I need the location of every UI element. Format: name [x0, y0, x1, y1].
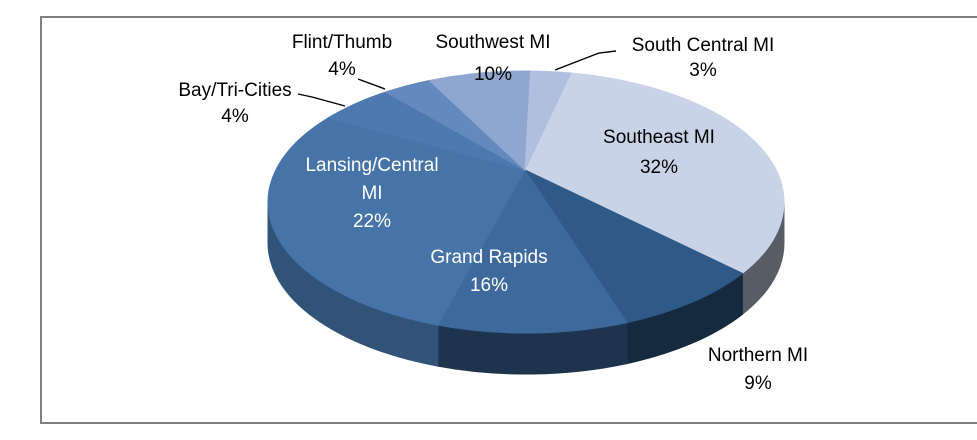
pie-label-line-southeast-mi-1: 32%	[640, 157, 678, 178]
pie-label-line-southeast-mi-0: Southeast MI	[603, 127, 715, 148]
pie-label-grand-rapids: Grand Rapids 16%	[430, 247, 547, 296]
pie-label-south-central-mi: South Central MI 3%	[632, 35, 775, 81]
pie-label-line-flint-thumb-0: Flint/Thumb	[292, 32, 392, 53]
leader-line-south-central-mi	[554, 50, 617, 71]
pie-label-bay-tri-cities: Bay/Tri-Cities 4%	[178, 80, 291, 127]
label-leader-lines	[297, 50, 617, 107]
pie-label-line-lansing-central-mi-2: 22%	[353, 211, 391, 232]
pie-label-line-lansing-central-mi-0: Lansing/Central	[305, 155, 438, 176]
pie-label-line-northern-mi-1: 9%	[744, 373, 772, 394]
pie-label-lansing-central-mi: Lansing/Central MI 22%	[305, 155, 438, 232]
pie-label-northern-mi: Northern MI 9%	[708, 345, 808, 394]
pie-label-line-southwest-mi-0: Southwest MI	[435, 32, 550, 53]
pie-3d-side-walls	[267, 201, 785, 375]
pie-slice-lansing-central-mi	[267, 117, 526, 326]
pie-label-line-grand-rapids-1: 16%	[470, 275, 508, 296]
pie-chart-figure: Southeast MI 32% Northern MI 9% Grand Rapids…	[40, 16, 977, 424]
slice-labels: Southeast MI 32% Northern MI 9% Grand Rapids…	[178, 32, 808, 394]
pie-label-southwest-mi: Southwest MI 10%	[435, 32, 550, 85]
pie-label-line-bay-tri-cities-0: Bay/Tri-Cities	[178, 80, 291, 101]
pie-label-southeast-mi: Southeast MI 32%	[603, 127, 715, 178]
pie-slice-grand-rapids	[437, 169, 628, 334]
pie-label-line-south-central-mi-1: 3%	[689, 60, 717, 81]
pie-label-flint-thumb: Flint/Thumb 4%	[292, 32, 392, 80]
pie-label-line-bay-tri-cities-1: 4%	[221, 106, 249, 127]
pie-slice-southeast-mi	[524, 72, 785, 274]
leader-line-bay-tri-cities	[297, 93, 346, 107]
pie-label-line-south-central-mi-0: South Central MI	[632, 35, 775, 56]
pie-slice-south-central-mi	[524, 70, 572, 171]
pie-label-line-grand-rapids-0: Grand Rapids	[430, 247, 547, 268]
leader-line-flint-thumb	[357, 78, 386, 90]
pie-slices	[267, 70, 785, 334]
pie-chart-canvas: Southeast MI 32% Northern MI 9% Grand Rapids…	[178, 32, 808, 394]
pie-label-line-flint-thumb-1: 4%	[328, 59, 356, 80]
pie-label-line-lansing-central-mi-1: MI	[361, 183, 382, 204]
pie-label-line-northern-mi-0: Northern MI	[708, 345, 808, 366]
pie-label-line-southwest-mi-1: 10%	[474, 64, 512, 85]
pie-slice-northern-mi	[524, 169, 743, 324]
